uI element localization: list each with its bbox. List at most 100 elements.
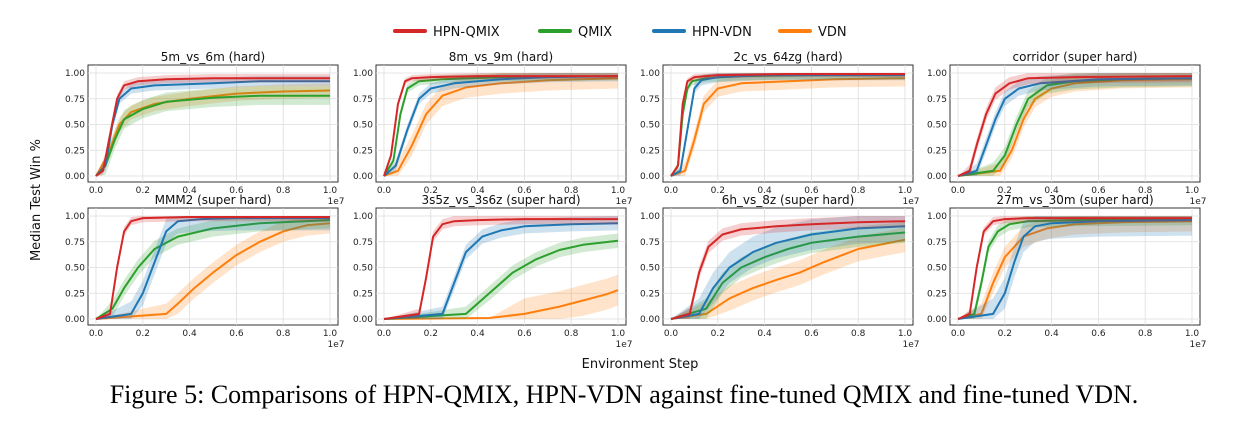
x-tick-label: 0.2 bbox=[711, 329, 725, 339]
series-line bbox=[95, 216, 330, 320]
series-line bbox=[957, 217, 1192, 320]
y-tick-label: 0.25 bbox=[65, 146, 85, 156]
y-tick-label: 1.00 bbox=[353, 212, 373, 222]
panel-title: 2c_vs_64zg (hard) bbox=[733, 50, 842, 64]
series-line bbox=[957, 78, 1193, 177]
x-tick-label: 0.4 bbox=[470, 329, 485, 339]
y-tick-label: 0.25 bbox=[640, 289, 660, 299]
chart-panel: 0.0 0.2 0.4 0.6 0.8 1.0 0.00 0.25 0.50 0.75 1.00 1e… bbox=[640, 193, 920, 350]
series-band bbox=[671, 216, 905, 319]
legend-item: VDN bbox=[778, 25, 847, 40]
x-tick-label: 0.6 bbox=[1091, 186, 1106, 196]
series-band bbox=[958, 73, 1192, 176]
legend-label: QMIX bbox=[578, 25, 612, 40]
series-line bbox=[383, 75, 619, 177]
series-line bbox=[670, 220, 906, 320]
series-line bbox=[670, 73, 905, 177]
series-line bbox=[957, 218, 1193, 320]
chart-panels: 0.0 0.2 0.4 0.6 0.8 1.0 0.00 0.25 0.50 0.75 1.00 1e… bbox=[65, 50, 1207, 350]
panel-title: 8m_vs_9m (hard) bbox=[449, 50, 553, 64]
x-tick-label: 1.0 bbox=[898, 329, 913, 339]
series-line bbox=[383, 222, 619, 320]
series-line bbox=[670, 77, 906, 177]
series-line bbox=[957, 75, 1193, 177]
x-scale-label: 1e7 bbox=[1190, 340, 1207, 350]
x-tick-label: 0.6 bbox=[229, 186, 244, 196]
y-tick-label: 0.25 bbox=[353, 289, 373, 299]
y-tick-label: 0.25 bbox=[927, 289, 947, 299]
y-tick-label: 1.00 bbox=[353, 69, 373, 79]
x-tick-label: 0.2 bbox=[998, 186, 1012, 196]
x-tick-label: 1.0 bbox=[898, 186, 913, 196]
series-band bbox=[96, 216, 330, 319]
series-line bbox=[670, 231, 906, 320]
y-tick-label: 0.50 bbox=[353, 264, 373, 274]
legend-item: HPN-QMIX bbox=[393, 25, 500, 40]
series-line bbox=[957, 77, 1193, 177]
x-tick-label: 0.8 bbox=[564, 329, 579, 339]
x-tick-label: 1.0 bbox=[611, 329, 626, 339]
x-tick-label: 1.0 bbox=[1185, 329, 1200, 339]
y-tick-label: 0.25 bbox=[640, 146, 660, 156]
x-tick-label: 0.0 bbox=[377, 186, 392, 196]
panel-title: corridor (super hard) bbox=[1013, 50, 1138, 64]
series-line bbox=[670, 225, 906, 320]
series-band bbox=[958, 73, 1192, 176]
y-tick-label: 0.00 bbox=[65, 172, 85, 182]
y-tick-label: 0.00 bbox=[640, 315, 660, 325]
y-tick-label: 0.75 bbox=[927, 95, 947, 105]
x-tick-label: 0.8 bbox=[276, 329, 291, 339]
plot-frame bbox=[949, 64, 1201, 183]
x-tick-label: 0.0 bbox=[664, 186, 679, 196]
x-tick-label: 1.0 bbox=[323, 329, 338, 339]
x-scale-label: 1e7 bbox=[328, 340, 345, 350]
series-line bbox=[383, 218, 618, 320]
x-tick-label: 0.4 bbox=[470, 186, 485, 196]
series-line bbox=[383, 77, 619, 177]
series-band bbox=[671, 73, 905, 176]
plot-frame bbox=[662, 64, 914, 183]
y-tick-label: 0.25 bbox=[927, 146, 947, 156]
y-tick-label: 0.50 bbox=[65, 121, 85, 131]
series-band bbox=[671, 73, 905, 176]
y-tick-label: 0.50 bbox=[640, 264, 660, 274]
x-tick-label: 0.6 bbox=[517, 329, 532, 339]
x-tick-label: 0.6 bbox=[804, 186, 819, 196]
series-band bbox=[384, 233, 618, 319]
x-tick-label: 0.8 bbox=[1138, 329, 1153, 339]
series-line bbox=[95, 219, 331, 320]
y-tick-label: 1.00 bbox=[65, 212, 85, 222]
x-tick-label: 1.0 bbox=[323, 186, 338, 196]
x-tick-label: 0.0 bbox=[951, 329, 966, 339]
series-band bbox=[958, 73, 1192, 176]
plot-frame bbox=[375, 207, 627, 326]
y-tick-label: 0.50 bbox=[927, 264, 947, 274]
y-tick-label: 1.00 bbox=[927, 69, 947, 79]
panel-title: 6h_vs_8z (super hard) bbox=[722, 193, 855, 207]
series-line bbox=[95, 77, 330, 177]
y-tick-label: 0.00 bbox=[65, 315, 85, 325]
x-tick-label: 0.2 bbox=[136, 329, 150, 339]
y-tick-label: 0.75 bbox=[353, 95, 373, 105]
chart-panel: 0.0 0.2 0.4 0.6 0.8 1.0 0.00 0.25 0.50 0.75 1.00 1e… bbox=[927, 193, 1207, 350]
series-line bbox=[95, 89, 331, 177]
series-line bbox=[95, 222, 331, 320]
panel-title: 27m_vs_30m (super hard) bbox=[996, 193, 1153, 207]
x-tick-label: 0.2 bbox=[711, 186, 725, 196]
x-scale-label: 1e7 bbox=[616, 340, 633, 350]
y-tick-label: 0.00 bbox=[353, 315, 373, 325]
legend-item: HPN-VDN bbox=[652, 25, 752, 40]
x-tick-label: 0.4 bbox=[1044, 329, 1059, 339]
series-band bbox=[671, 216, 905, 319]
x-tick-label: 0.0 bbox=[89, 329, 104, 339]
plot-frame bbox=[949, 207, 1201, 326]
figure-canvas: HPN-QMIX QMIX HPN-VDN VDN 0.0 0.2 0.4 0.6 0.8 1.… bbox=[29, 25, 1207, 372]
y-tick-label: 0.50 bbox=[65, 264, 85, 274]
legend: HPN-QMIX QMIX HPN-VDN VDN bbox=[393, 25, 847, 40]
series-line bbox=[383, 239, 619, 320]
series-band bbox=[671, 222, 905, 319]
chart-panel: 0.0 0.2 0.4 0.6 0.8 1.0 0.00 0.25 0.50 0.75 1.00 1e… bbox=[65, 50, 345, 207]
y-tick-label: 0.75 bbox=[353, 238, 373, 248]
x-axis-label: Environment Step bbox=[582, 357, 699, 372]
x-scale-label: 1e7 bbox=[616, 197, 633, 207]
